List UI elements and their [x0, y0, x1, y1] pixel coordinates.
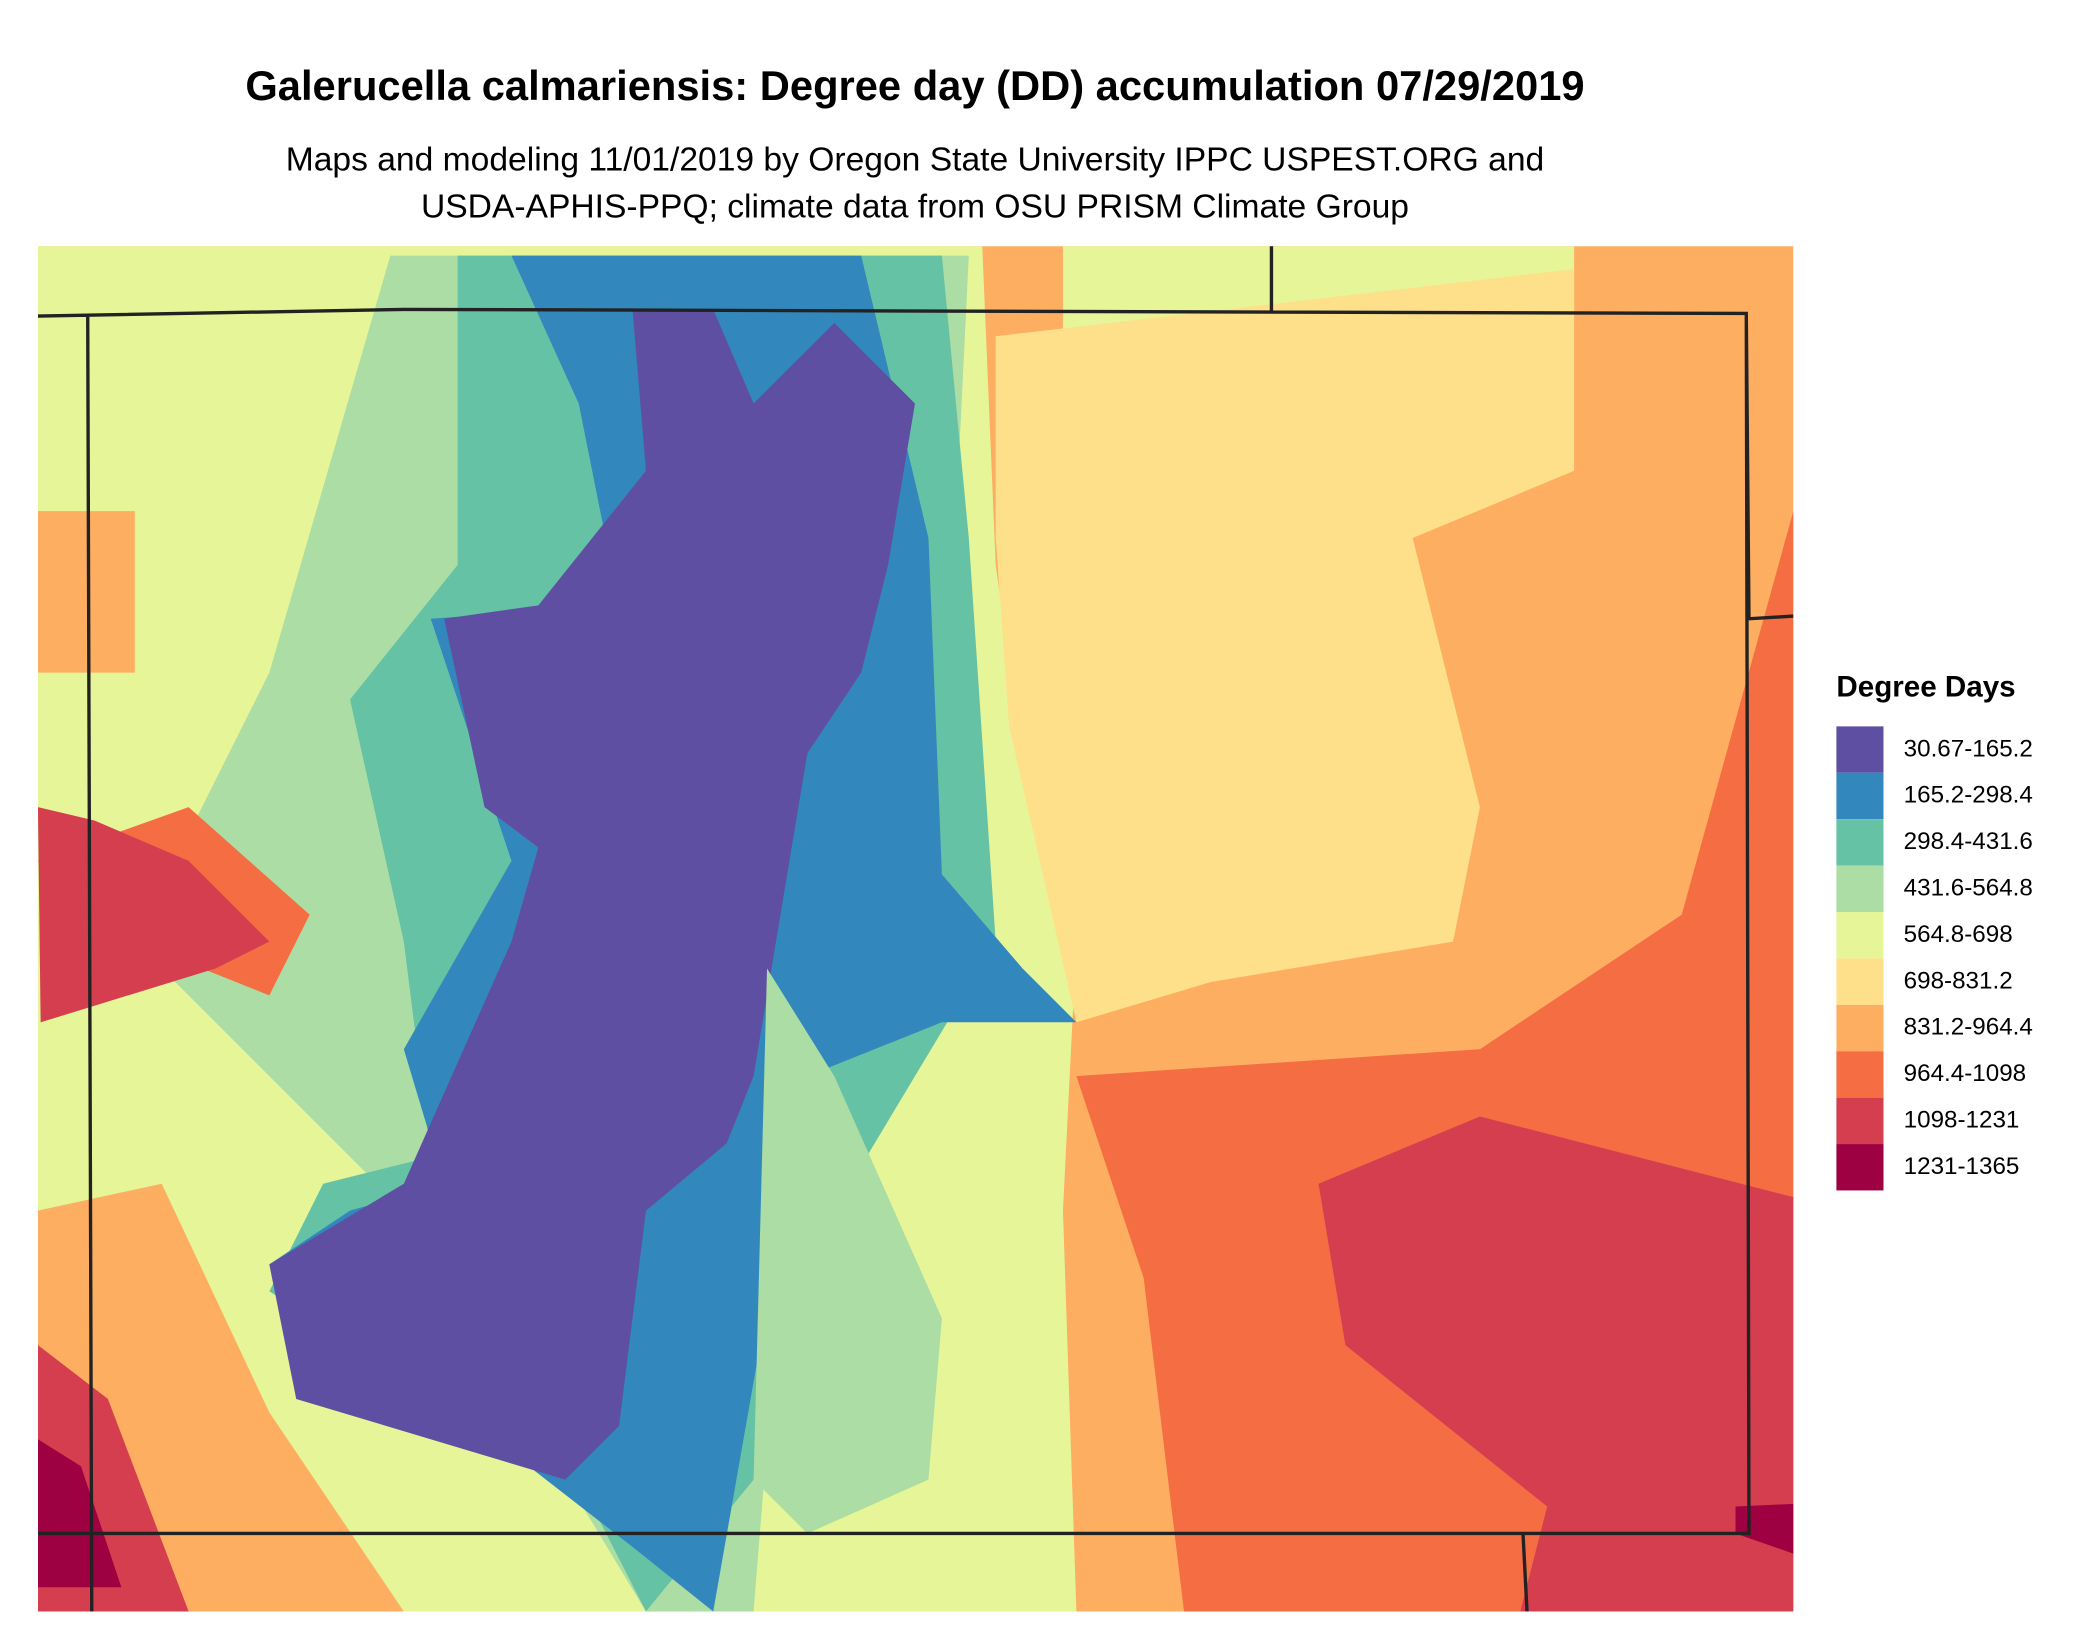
region — [37, 511, 135, 673]
legend-swatch — [1836, 772, 1884, 820]
region — [995, 269, 1575, 1023]
region — [37, 1439, 122, 1588]
legend-swatch — [1836, 1097, 1884, 1145]
legend-label: 165.2-298.4 — [1904, 782, 2033, 809]
legend-swatch — [1836, 1144, 1884, 1191]
legend-swatch — [1836, 865, 1884, 913]
legend: Degree Days 30.67-165.2 165.2-298.4 298.4-… — [1836, 671, 2033, 1191]
legend-swatch — [1836, 819, 1884, 866]
legend-label: 1098-1231 — [1904, 1107, 2020, 1134]
subtitle: Maps and modeling 11/01/2019 by Oregon S… — [286, 141, 1545, 178]
region — [753, 968, 942, 1534]
legend-swatch — [1836, 912, 1884, 959]
state-border — [37, 246, 1794, 1612]
legend-label: 30.67-165.2 — [1904, 735, 2033, 762]
legend-label: 431.6-564.8 — [1904, 875, 2033, 902]
legend-label: 831.2-964.4 — [1904, 1014, 2033, 1041]
legend-swatch — [1836, 726, 1884, 773]
legend-label: 1231-1365 — [1904, 1153, 2020, 1180]
map — [37, 246, 1794, 1612]
legend-title: Degree Days — [1836, 671, 2015, 704]
legend-label: 698-831.2 — [1904, 967, 2013, 994]
legend-swatch — [1836, 1004, 1884, 1052]
legend-label: 298.4-431.6 — [1904, 828, 2033, 855]
map-title: Galerucella calmariensis: Degree day (DD… — [245, 62, 1584, 109]
legend-swatch — [1836, 958, 1884, 1005]
region — [37, 807, 270, 1023]
subtitle: USDA-APHIS-PPQ; climate data from OSU PR… — [421, 188, 1409, 225]
region — [269, 309, 915, 1480]
legend-label: 564.8-698 — [1904, 921, 2013, 948]
region — [1318, 1116, 1794, 1612]
legend-label: 964.4-1098 — [1904, 1060, 2026, 1087]
legend-swatch — [1836, 1051, 1884, 1098]
